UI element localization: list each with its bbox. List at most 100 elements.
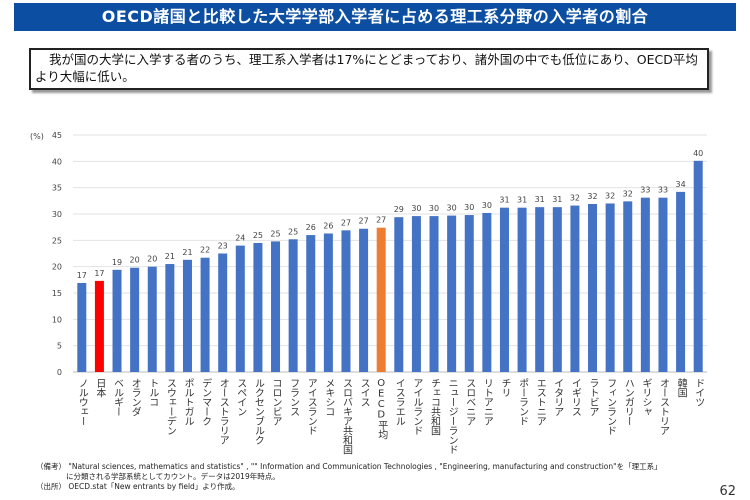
category-label: イタリア — [551, 378, 563, 416]
data-label: 25 — [253, 231, 263, 240]
bar-19 — [411, 216, 421, 372]
bar-32 — [640, 197, 650, 372]
category-label: ノルウェー — [76, 378, 88, 426]
bar-2 — [112, 269, 122, 372]
bar-12 — [288, 239, 298, 372]
data-label: 31 — [552, 195, 562, 204]
category-label: ギリシャ — [639, 378, 651, 416]
page-number: 62 — [719, 484, 736, 499]
data-label: 30 — [447, 204, 457, 213]
bar-9 — [235, 245, 245, 372]
bar-5 — [165, 264, 175, 372]
data-label: 33 — [640, 186, 650, 195]
y-tick-label: 40 — [52, 157, 62, 166]
data-label: 30 — [464, 203, 474, 212]
y-tick-label: 10 — [52, 315, 62, 324]
bar-7 — [200, 257, 210, 372]
bar-29 — [588, 203, 598, 372]
category-label: ルクセンブルク — [252, 378, 264, 445]
category-label: チリ — [498, 378, 510, 397]
data-label: 32 — [623, 189, 633, 198]
bar-15 — [341, 230, 351, 372]
data-label: 31 — [499, 196, 509, 205]
y-tick-label: 35 — [52, 184, 62, 193]
bar-22 — [464, 215, 474, 372]
data-label: 26 — [306, 223, 316, 232]
category-label: フランス — [287, 378, 299, 416]
data-label: 25 — [270, 229, 280, 238]
data-label: 29 — [394, 205, 404, 214]
category-label: オランダ — [129, 378, 141, 416]
bar-20 — [429, 216, 439, 372]
bar-3 — [130, 267, 140, 372]
category-label: ポーランド — [516, 378, 528, 426]
bar-18 — [394, 217, 404, 372]
category-label: スペイン — [234, 378, 246, 416]
bar-14 — [323, 233, 333, 372]
bar-10 — [253, 242, 263, 372]
bar-21 — [447, 215, 457, 372]
y-tick-label: 5 — [57, 342, 62, 351]
category-label: スイス — [358, 378, 370, 407]
data-label: 32 — [587, 192, 597, 201]
data-label: 32 — [605, 191, 615, 200]
bar-31 — [623, 201, 633, 372]
data-label: 17 — [94, 269, 104, 278]
data-label: 40 — [693, 149, 703, 158]
bar-8 — [218, 253, 228, 372]
bar-16 — [359, 228, 369, 372]
category-label: メキシコ — [322, 378, 334, 416]
y-tick-label: 20 — [52, 263, 62, 272]
data-label: 27 — [376, 216, 386, 225]
data-label: 20 — [130, 256, 140, 265]
data-label: 21 — [165, 252, 175, 261]
data-label: 22 — [200, 246, 210, 255]
bar-chart: (%) 0 5 10 15 20 25 30 35 40 45 17 17 19 20 20 21 21 22 23 2… — [30, 131, 707, 377]
bar-33 — [658, 197, 668, 372]
category-label: ドイツ — [692, 378, 704, 407]
category-label: トルコ — [146, 378, 158, 407]
notes: （備考） "Natural sciences, mathematics and … — [36, 462, 662, 492]
category-label: ニュージーランド — [446, 378, 458, 454]
bar-27 — [552, 207, 562, 372]
data-label: 25 — [288, 227, 298, 236]
summary-box: 我が国の大学に入学する者のうち、理工系入学者は17%にとどまっており、諸外国の中… — [29, 48, 709, 90]
category-label: リトアニア — [481, 378, 493, 426]
data-label: 26 — [323, 221, 333, 230]
bar-35 — [693, 160, 703, 372]
bar-1 — [94, 280, 104, 372]
category-label: コロンビア — [270, 378, 282, 426]
category-label: スロベニア — [463, 378, 475, 426]
y-tick-label: 0 — [57, 368, 62, 377]
category-label: スウェーデン — [164, 378, 176, 435]
category-label: 日本 — [93, 378, 105, 397]
bar-13 — [306, 235, 316, 372]
bar-26 — [535, 207, 545, 372]
category-label: 韓国 — [675, 378, 687, 397]
data-label: 30 — [482, 201, 492, 210]
data-label: 24 — [235, 234, 245, 243]
bar-17 — [376, 227, 386, 372]
data-label: 23 — [218, 242, 228, 251]
note-remarks-cont: に分類される学部系統としてカウント。データは2019年時点。 — [36, 472, 280, 481]
bar-6 — [182, 259, 192, 372]
data-label: 31 — [517, 196, 527, 205]
data-label: 31 — [535, 195, 545, 204]
category-label: ラトビア — [587, 378, 599, 416]
data-label: 21 — [182, 248, 192, 257]
bar-11 — [271, 241, 281, 372]
bar-28 — [570, 205, 580, 372]
data-label: 19 — [112, 258, 122, 267]
data-label: 32 — [570, 194, 580, 203]
bar-0 — [77, 282, 87, 372]
bar-25 — [517, 207, 527, 372]
bar-24 — [499, 207, 509, 372]
data-label: 30 — [411, 204, 421, 213]
category-label: スロバキア共和国 — [340, 378, 352, 454]
category-label: フィンランド — [604, 378, 616, 435]
bar-4 — [147, 266, 157, 372]
category-label: ベルギー — [111, 378, 123, 416]
bar-23 — [482, 212, 492, 372]
category-label: イスラエル — [393, 378, 405, 426]
category-label: イギリス — [569, 378, 581, 416]
